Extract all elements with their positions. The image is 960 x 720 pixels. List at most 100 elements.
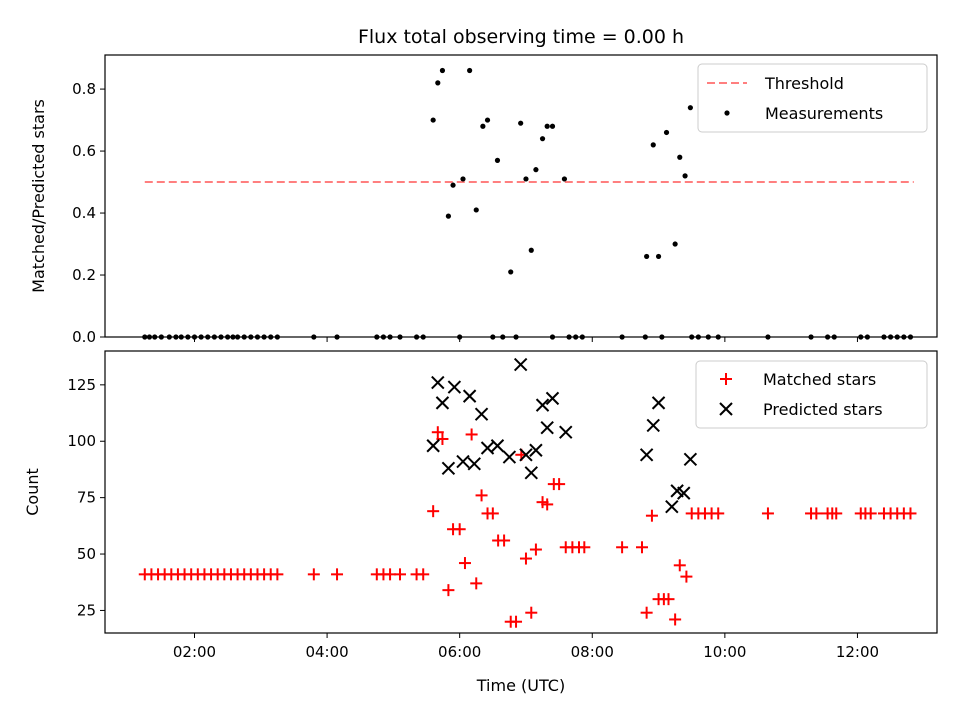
bottom-plus-point [394,568,407,581]
bottom-x-point [639,448,654,462]
bottom-plus-point [645,509,658,522]
bottom-plus-point [475,489,488,502]
bottom-x-point [456,454,470,469]
bottom-plus-point [307,568,320,581]
bottom-x-point [490,439,505,453]
bottom-x-point [529,443,543,457]
bottom-plus-point [553,478,566,491]
top-dot-point [677,154,683,160]
bottom-plus-point [529,543,542,556]
bottom-plus-point [616,541,629,554]
top-dot-point [663,129,670,136]
top-dot-point [682,173,688,179]
legend-top-box [697,63,928,133]
legend-threshold-label: Threshold [764,74,844,93]
legend-top: Threshold Measurements [697,63,928,133]
bottom-x-point [646,418,660,433]
bottom-y-tick-label: 100 [67,432,96,450]
top-y-tick-label: 0.8 [72,80,96,98]
legend-measurements-label: Measurements [765,104,883,123]
top-y-tick-label: 0.4 [72,204,96,222]
bottom-plus-point [510,615,523,628]
bottom-plus-point [669,613,682,626]
bottom-plus-point [486,507,499,520]
bottom-axes: 25 50 75 100 125 02:00 04:00 06:00 08:00 10:00 12:… [67,350,938,661]
bottom-plus-point [640,606,653,619]
bottom-plus-point [431,426,444,439]
bottom-plus-point [761,507,774,520]
chart-title: Flux total observing time = 0.00 h [358,26,684,48]
bottom-x-point [683,452,698,466]
top-y-tick-label: 0.2 [72,266,96,284]
x-tick-label: 10:00 [703,643,746,661]
bottom-plus-point [662,593,675,606]
top-dot-point [544,123,550,129]
bottom-plus-point [519,552,532,565]
bottom-plus-point [498,534,511,547]
top-dot-point [523,176,529,182]
bottom-x-point [502,450,517,464]
bottom-plus-point [331,568,344,581]
top-dot-point [460,176,466,182]
top-dot-point [644,253,650,260]
top-y-tick-label: 0.0 [72,328,96,346]
bottom-plus-point [712,507,725,520]
legend-matched-label: Matched stars [763,370,876,389]
top-y-tick-label: 0.6 [72,142,96,160]
top-dot-point [445,213,452,219]
bottom-plus-point [830,507,843,520]
top-axes: 0.0 0.2 0.4 0.6 0.8 [72,54,938,346]
top-dot-point [494,157,501,163]
legend-measurements-swatch [724,110,730,116]
bottom-plus-point [271,568,284,581]
bottom-x-point [426,439,440,453]
top-dot-point [480,123,486,129]
top-dot-point [549,123,556,129]
bottom-x-point [431,375,445,390]
y-axis-label-bottom: Count [23,468,42,516]
bottom-plus-point [578,541,591,554]
top-dot-point [484,117,491,123]
top-dot-point [650,142,656,148]
bottom-panel: Count Time (UTC) 25 50 75 100 125 02:00 04:00 0… [23,350,938,695]
y-axis-label-top: Matched/Predicted stars [29,99,48,293]
bottom-plus-point [427,505,440,518]
top-dot-point [508,269,514,275]
bottom-y-tick-label: 25 [77,601,96,619]
top-dot-point [473,207,479,213]
bottom-x-point [540,420,554,435]
bottom-x-point [559,425,573,439]
bottom-x-point [474,407,489,421]
top-dot-point [539,136,546,142]
bottom-axes-frame [104,350,938,634]
bottom-plus-point [436,432,449,445]
bottom-x-point [513,357,528,372]
top-plot-area [142,67,914,340]
bottom-plus-point [635,541,648,554]
bottom-x-point [447,380,462,394]
top-dot-point [687,105,693,111]
legend-matched-swatch [720,373,732,385]
bottom-x-point [467,457,481,471]
x-tick-label: 04:00 [305,643,348,661]
bottom-x-point [545,391,560,406]
bottom-plus-point [810,507,823,520]
top-dot-point [533,167,539,173]
top-dot-point [672,241,678,247]
x-axis-label: Time (UTC) [476,676,565,695]
bottom-y-tick-label: 50 [77,545,96,563]
legend-predicted-label: Predicted stars [763,400,883,419]
top-dot-point [655,253,662,260]
bottom-x-point [435,396,450,410]
bottom-y-tick-label: 75 [77,489,96,507]
bottom-plus-point [864,507,877,520]
top-panel: Flux total observing time = 0.00 h Match… [29,26,938,346]
x-tick-label: 12:00 [836,643,879,661]
bottom-plus-point [904,507,917,520]
bottom-x-point [651,396,666,410]
top-axes-frame [104,54,938,338]
bottom-plot-area [138,357,917,628]
bottom-plus-point [525,606,538,619]
top-dot-point [439,67,446,74]
